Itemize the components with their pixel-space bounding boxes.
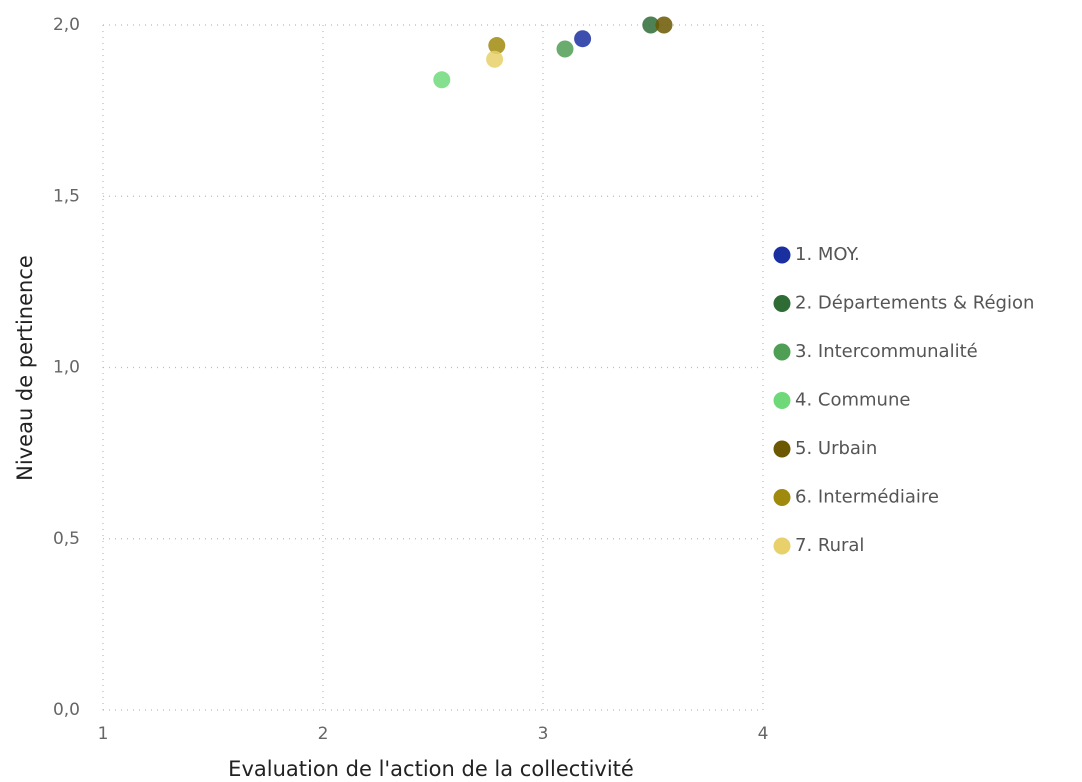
point xyxy=(655,16,673,34)
x-tick-label: 3 xyxy=(538,724,549,744)
legend-label: 7. Rural xyxy=(795,535,864,556)
legend-label: 3. Intercommunalité xyxy=(795,341,978,362)
x-tick-label: 4 xyxy=(758,724,769,744)
y-tick-label: 0,5 xyxy=(53,529,80,549)
point xyxy=(642,16,660,34)
y-tick-label: 2,0 xyxy=(53,15,80,35)
y-tick-label: 1,0 xyxy=(53,358,80,378)
legend-marker xyxy=(773,489,791,506)
legend-marker xyxy=(773,246,791,264)
legend-marker xyxy=(773,440,791,458)
legend-label: 4. Commune xyxy=(795,390,910,411)
x-axis-title: Evaluation de l'action de la collectivit… xyxy=(228,757,634,781)
point xyxy=(574,30,592,48)
legend-label: 5. Urbain xyxy=(795,438,877,459)
point xyxy=(433,71,451,89)
y-axis-title: Niveau de pertinence xyxy=(13,255,37,481)
legend-marker xyxy=(773,392,791,409)
legend-marker xyxy=(773,295,791,312)
x-tick-label: 1 xyxy=(98,724,109,744)
point xyxy=(488,37,506,55)
x-tick-label: 2 xyxy=(318,724,329,744)
point xyxy=(556,40,574,58)
legend-marker xyxy=(773,537,791,555)
legend-label: 1. MOY. xyxy=(795,244,860,265)
y-tick-label: 1,5 xyxy=(53,186,80,206)
legend-marker xyxy=(773,343,791,361)
point xyxy=(486,50,504,68)
legend-label: 2. Départements & Région xyxy=(795,293,1034,314)
y-tick-label: 0,0 xyxy=(53,700,80,720)
legend-label: 6. Intermédiaire xyxy=(795,487,939,508)
